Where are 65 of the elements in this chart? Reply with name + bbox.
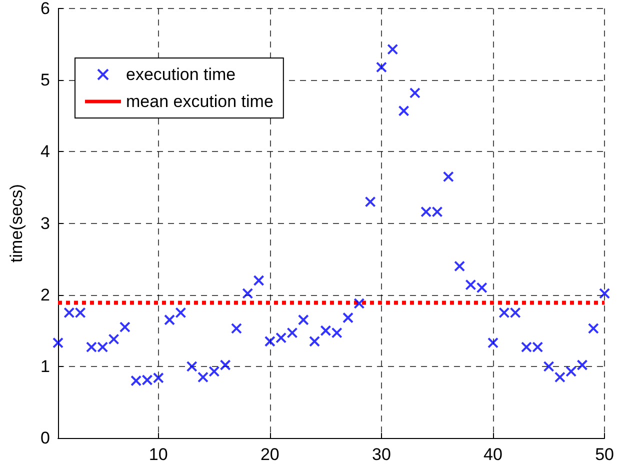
point [566, 366, 577, 377]
point [488, 337, 499, 348]
point [186, 360, 198, 372]
point [476, 282, 488, 294]
point [64, 307, 75, 318]
y-tick-label: 4 [40, 142, 50, 162]
point [398, 105, 410, 116]
point [86, 342, 97, 353]
point [376, 62, 387, 73]
y-tick-label: 6 [40, 0, 50, 18]
y-tick-label: 3 [40, 214, 50, 233]
point [588, 322, 599, 334]
point [442, 171, 454, 182]
point [465, 279, 476, 290]
point [354, 298, 365, 309]
point [364, 196, 376, 208]
point [286, 327, 298, 338]
y-tick-label: 0 [40, 428, 50, 448]
point [198, 372, 208, 383]
x-tick-label: 20 [260, 445, 280, 464]
point [164, 314, 176, 326]
point [175, 307, 186, 318]
point [119, 322, 130, 333]
point [409, 87, 420, 98]
point [532, 342, 544, 353]
x-tick-label: 30 [372, 445, 391, 464]
point [298, 314, 309, 326]
point [230, 322, 242, 334]
point [264, 336, 276, 347]
point [276, 332, 287, 344]
point [543, 360, 554, 372]
y-tick-label: 2 [40, 285, 50, 304]
point [320, 325, 332, 336]
point [387, 44, 398, 55]
point [554, 372, 566, 383]
point [331, 327, 342, 338]
x-tick-label: 50 [595, 445, 614, 464]
x-tick-label: 10 [148, 445, 168, 464]
point [108, 334, 120, 345]
point [342, 312, 354, 324]
x-tick-label: 40 [484, 445, 502, 464]
point [253, 275, 264, 286]
point [220, 359, 231, 370]
legend-label: mean excution time [126, 92, 274, 111]
point [510, 307, 521, 318]
point [498, 307, 510, 318]
point [142, 374, 153, 386]
y-tick-label: 5 [40, 70, 50, 90]
point [74, 307, 86, 318]
point [520, 342, 532, 353]
point [309, 336, 320, 347]
point [152, 372, 164, 384]
point [599, 288, 610, 299]
point [97, 342, 108, 353]
legend-label: execution time [126, 65, 236, 84]
point [576, 359, 588, 370]
y-tick-label: 1 [40, 356, 50, 376]
point [454, 260, 466, 272]
y-axis-title: time(secs) [7, 184, 26, 262]
point [208, 366, 220, 377]
point [130, 375, 142, 386]
point [242, 288, 254, 299]
point [420, 206, 432, 218]
point [432, 206, 443, 218]
point [52, 337, 64, 348]
